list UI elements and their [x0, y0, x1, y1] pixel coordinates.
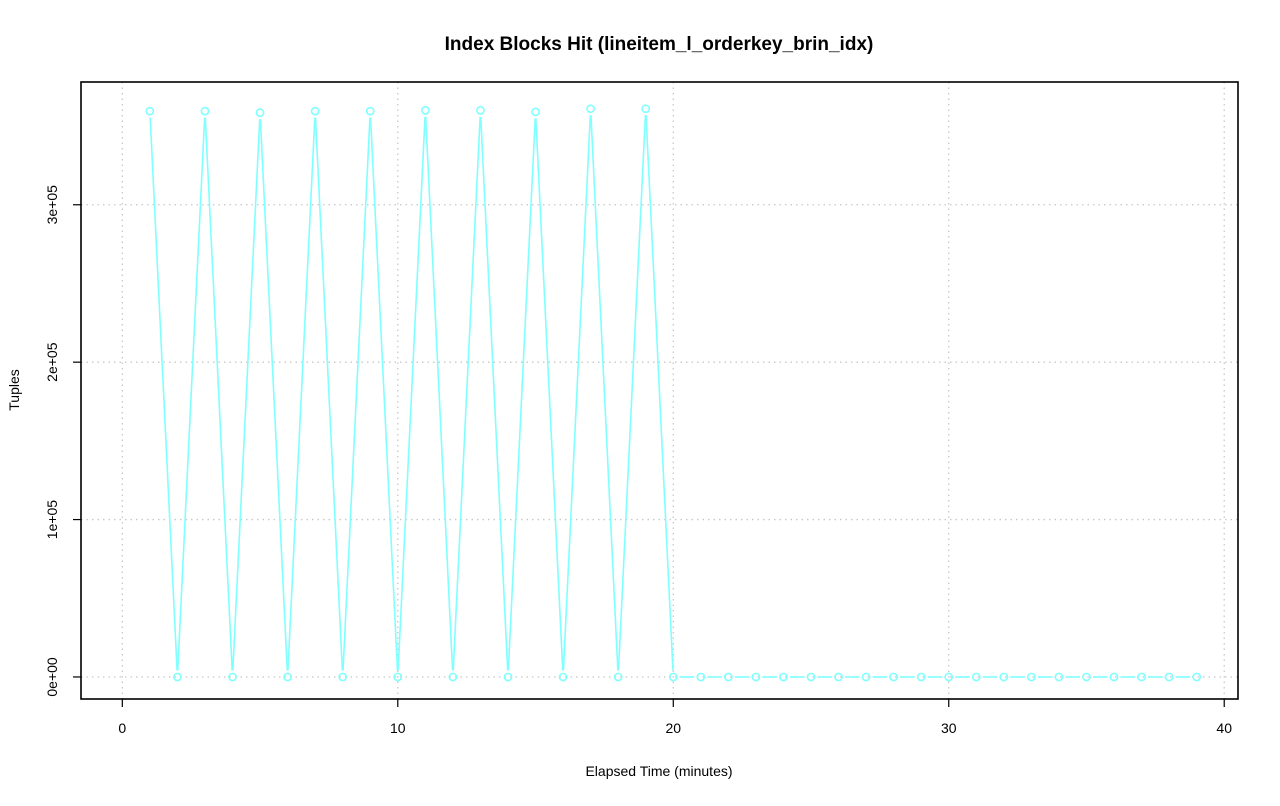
x-tick-label-1: 10	[390, 720, 406, 736]
series-segment-6	[314, 117, 344, 671]
y-tick-label-0: 0e+00	[44, 657, 60, 697]
data-point-33	[1054, 672, 1064, 682]
series-segment-8	[369, 117, 399, 671]
y-tick-label-2: 2e+05	[44, 342, 60, 382]
data-point-32	[1026, 672, 1036, 682]
series-segment-5	[287, 117, 316, 671]
x-axis: 0 10 20 30 40	[118, 699, 1232, 736]
data-point-20	[696, 672, 706, 682]
data-point-12	[476, 105, 485, 115]
data-point-31	[999, 672, 1009, 682]
data-point-8	[365, 106, 375, 116]
data-point-29	[944, 672, 954, 682]
series-segment-7	[342, 117, 371, 671]
data-point-30	[971, 672, 981, 682]
data-point-0	[145, 106, 155, 116]
series-segment-16	[590, 115, 619, 671]
series-segment-1	[176, 117, 206, 671]
y-tick-label-3: 3e+05	[44, 185, 60, 225]
y-tick-label-1: 1e+05	[44, 500, 60, 540]
data-point-37	[1164, 672, 1174, 682]
data-point-2	[200, 106, 210, 116]
series-segment-11	[452, 116, 481, 671]
series-segment-18	[645, 115, 674, 671]
data-point-15	[558, 672, 568, 682]
x-tick-label-4: 40	[1216, 720, 1232, 736]
data-point-25	[834, 672, 843, 682]
data-point-5	[283, 672, 293, 682]
y-axis-label: Tuples	[6, 369, 22, 411]
series-segment-12	[479, 116, 509, 671]
data-point-7	[338, 672, 348, 682]
series-segment-15	[562, 115, 592, 671]
series-segment-13	[507, 118, 537, 671]
data-point-23	[779, 672, 788, 682]
data-point-9	[393, 672, 403, 682]
series-segment-14	[535, 118, 564, 671]
data-point-27	[889, 672, 899, 682]
data-point-26	[861, 672, 871, 682]
data-point-11	[448, 672, 458, 682]
data-point-36	[1137, 672, 1146, 682]
data-point-28	[916, 672, 926, 682]
data-point-1	[173, 672, 182, 682]
data-point-10	[420, 105, 430, 115]
data-point-14	[531, 107, 540, 117]
data-point-35	[1109, 672, 1119, 682]
x-tick-label-2: 20	[665, 720, 681, 736]
series-layer	[145, 104, 1202, 682]
data-point-4	[255, 108, 265, 118]
x-tick-label-3: 30	[941, 720, 957, 736]
series-segment-4	[259, 119, 289, 671]
data-point-6	[310, 106, 320, 116]
data-point-21	[723, 672, 733, 682]
data-point-17	[613, 672, 623, 682]
data-point-34	[1082, 672, 1091, 682]
chart-title: Index Blocks Hit (lineitem_l_orderkey_br…	[445, 34, 874, 55]
x-axis-label: Elapsed Time (minutes)	[585, 763, 732, 779]
y-axis: 0e+00 1e+05 2e+05 3e+05	[44, 185, 81, 697]
data-point-38	[1192, 672, 1202, 682]
data-point-22	[751, 672, 761, 682]
data-point-13	[503, 672, 513, 682]
series-segment-0	[149, 117, 178, 671]
series-segment-10	[424, 116, 454, 671]
data-point-3	[228, 672, 237, 682]
plot-frame	[80, 81, 1239, 700]
grid-layer	[81, 82, 1238, 699]
data-point-16	[586, 104, 596, 114]
data-point-19	[668, 672, 678, 682]
series-segment-3	[232, 119, 261, 671]
series-segment-17	[617, 115, 647, 671]
data-point-18	[641, 104, 651, 114]
data-point-24	[806, 672, 816, 682]
series-segment-9	[397, 116, 426, 671]
x-tick-label-0: 0	[118, 720, 126, 736]
series-segment-2	[204, 117, 233, 671]
